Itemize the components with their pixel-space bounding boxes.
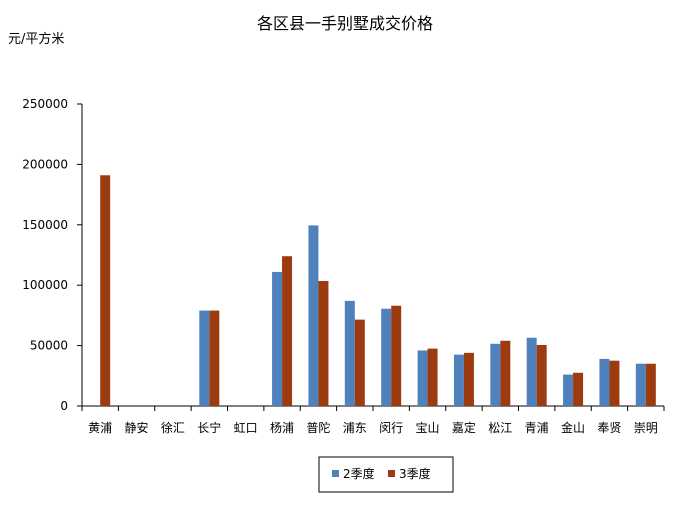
x-tick-label: 黄浦 [88,421,112,435]
bar-q2 [381,308,392,406]
x-tick-label: 松江 [488,421,512,435]
x-tick-label: 闵行 [379,420,403,435]
legend-label: 3季度 [399,466,431,481]
bar-q3 [354,319,365,406]
x-tick-label: 普陀 [306,420,330,435]
legend: 2季度 3季度 [318,456,454,493]
x-tick-label: 宝山 [416,421,440,435]
bar-q3 [209,310,220,406]
bar-q3 [609,360,620,406]
y-tick-label: 250000 [22,97,68,111]
x-tick-label: 长宁 [197,420,221,435]
axes [81,104,664,407]
legend-swatch [332,470,339,477]
bar-q2 [344,300,355,406]
x-ticks: 黄浦 静安 徐汇 长宁 虹口 杨浦 普陀 浦东 闵行 宝山 嘉定 松江 青浦 金山 奉贤 崇明 [81,406,665,435]
chart-title: 各区县一手别墅成交价格 [256,14,433,33]
y-ticks: 0 50000 100000 150000 200000 250000 [22,97,82,413]
x-tick-label: 徐汇 [161,420,185,435]
y-axis-label: 元/平方米 [8,32,65,47]
legend-swatch [388,470,395,477]
bar-q2 [563,374,574,406]
legend-label: 2季度 [343,466,375,481]
bar-q2 [272,271,283,406]
x-tick-label: 杨浦 [270,420,294,435]
bar-q3 [282,256,293,406]
legend-box [318,456,454,493]
y-tick-label: 100000 [22,278,68,292]
y-tick-label: 150000 [22,218,68,232]
y-tick-label: 0 [60,399,68,413]
y-tick-label: 50000 [30,339,68,353]
x-tick-label: 嘉定 [452,420,476,435]
bar-q2 [308,225,319,406]
bar-q3 [318,280,329,406]
bar-q3 [391,305,402,406]
x-tick-label: 青浦 [525,421,549,435]
bar-q3 [573,372,584,406]
x-tick-label: 奉贤 [597,421,621,435]
bar-q2 [417,350,428,406]
y-tick-label: 200000 [22,157,68,171]
bar-q2 [635,363,646,406]
bar-q3 [100,175,111,406]
bar-q3 [463,352,474,406]
x-tick-label: 金山 [561,420,585,435]
bar-q3 [645,363,656,406]
bar-q2 [526,337,537,406]
x-tick-label: 浦东 [343,421,367,435]
x-tick-label: 静安 [125,420,149,435]
bar-q2 [599,358,610,406]
bar-q2 [490,343,501,406]
bar-q3 [427,348,438,406]
bars [100,175,656,406]
x-tick-label: 虹口 [234,421,258,435]
x-tick-label: 崇明 [634,421,658,435]
bar-q3 [536,344,547,406]
bar-q2 [199,310,210,406]
bar-q2 [453,354,464,406]
bar-q3 [500,340,511,406]
